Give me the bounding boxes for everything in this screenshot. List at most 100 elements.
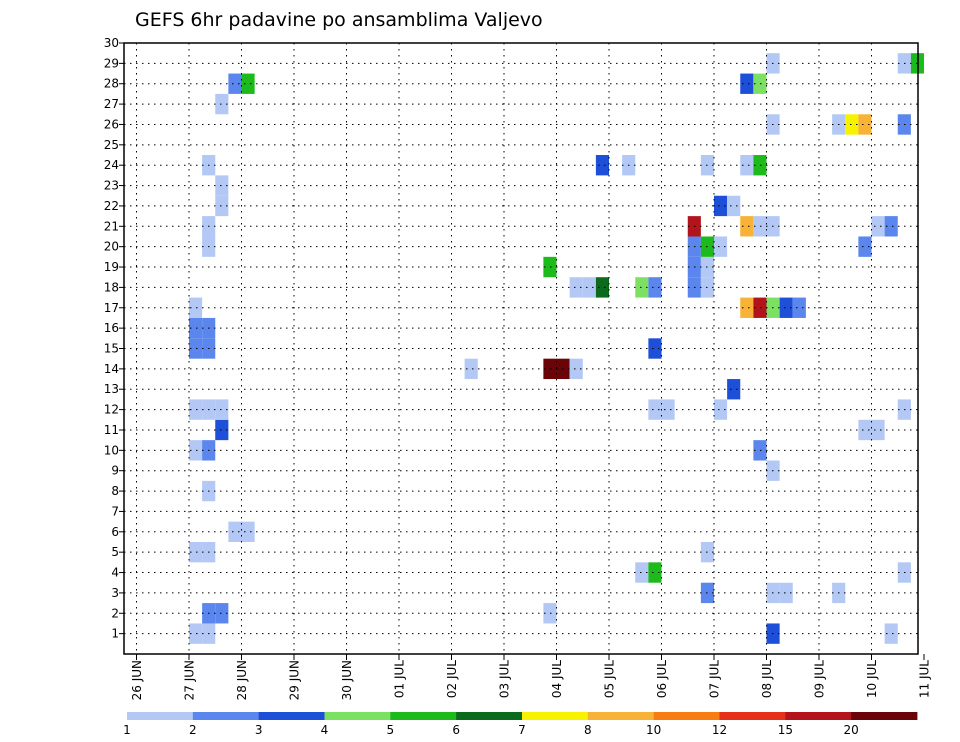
y-tick-label: 11 <box>104 423 119 437</box>
x-tick-label: 09 JUL <box>813 660 827 698</box>
colorbar-swatch <box>390 712 457 720</box>
heatmap-cell <box>215 399 229 420</box>
y-tick-label: 8 <box>111 484 119 498</box>
heatmap-cell <box>779 582 793 604</box>
heatmap-cell <box>215 175 229 196</box>
heatmap-cell <box>648 399 662 420</box>
y-tick-label: 23 <box>104 179 119 193</box>
heatmap-cell <box>189 541 203 563</box>
x-tick-label: 06 JUL <box>655 660 669 698</box>
heatmap-cell <box>858 419 872 441</box>
heatmap-cell <box>871 216 885 237</box>
heatmap-cell <box>714 399 728 420</box>
y-tick-label: 21 <box>104 219 119 233</box>
heatmap-cell <box>845 114 859 135</box>
grid-lines <box>124 43 918 654</box>
heatmap-cell <box>543 256 557 278</box>
colorbar-label: 15 <box>778 723 793 737</box>
colorbar-swatch <box>324 712 391 720</box>
x-tick-label: 27 JUN <box>183 660 197 700</box>
heatmap-cell <box>740 216 754 237</box>
heatmap-cell <box>884 216 898 237</box>
heatmap-cell <box>792 297 806 318</box>
heatmap-cell <box>189 317 203 339</box>
heatmap-cell <box>871 419 885 441</box>
x-tick-label: 02 JUL <box>445 660 459 698</box>
y-tick-label: 3 <box>111 586 119 600</box>
colorbar-swatch <box>851 712 918 720</box>
heatmap-cell <box>543 358 557 380</box>
colorbar-label: 8 <box>584 723 592 737</box>
colorbar-label: 6 <box>452 723 460 737</box>
y-tick-label: 1 <box>111 627 119 641</box>
heatmap-cell <box>189 440 203 461</box>
heatmap-cell <box>635 562 649 583</box>
heatmap-cell <box>215 419 229 441</box>
x-tick-label: 01 JUL <box>393 660 407 698</box>
x-tick-label: 26 JUN <box>130 660 144 700</box>
heatmap-cell <box>727 195 741 217</box>
y-tick-label: 5 <box>111 545 119 559</box>
colorbar-swatch <box>653 712 720 720</box>
heatmap-cell <box>648 562 662 583</box>
heatmap-cell <box>189 297 203 318</box>
y-axis-ticks: 1234567891011121314151617181920212223242… <box>104 36 124 641</box>
y-tick-label: 2 <box>111 606 119 620</box>
x-tick-label: 07 JUL <box>708 660 722 698</box>
x-tick-label: 08 JUL <box>760 660 774 698</box>
y-tick-label: 13 <box>104 382 119 396</box>
heatmap-cell <box>228 73 242 94</box>
heatmap-cell <box>753 440 767 461</box>
x-tick-label: 10 JUL <box>865 660 879 698</box>
colorbar-label: 7 <box>518 723 526 737</box>
colorbar-label: 3 <box>255 723 263 737</box>
heatmap-cell <box>635 277 649 298</box>
x-tick-label: 29 JUN <box>288 660 302 700</box>
colorbar-label: 2 <box>189 723 197 737</box>
heatmap-cell <box>569 358 583 380</box>
colorbar-swatch <box>456 712 523 720</box>
x-tick-label: 05 JUL <box>603 660 617 698</box>
x-tick-label: 03 JUL <box>498 660 512 698</box>
heatmap-cell <box>595 277 610 298</box>
heatmap-cell <box>753 73 767 94</box>
heatmap-cell <box>648 277 662 298</box>
heatmap-cell <box>241 73 255 94</box>
heatmap-cell <box>714 236 728 257</box>
colorbar-label: 5 <box>387 723 395 737</box>
colorbar-label: 1 <box>123 723 131 737</box>
y-tick-label: 14 <box>104 362 119 376</box>
colorbar-swatch <box>258 712 325 720</box>
heatmap-cell <box>569 277 583 298</box>
y-tick-label: 25 <box>104 138 119 152</box>
heatmap-cell <box>543 603 557 624</box>
heatmap-cell <box>228 521 242 542</box>
y-tick-label: 17 <box>104 301 119 315</box>
heatmap-cell <box>753 297 767 318</box>
heatmap-cell <box>753 155 767 176</box>
y-tick-label: 10 <box>104 443 119 457</box>
heatmap-cell <box>464 358 478 380</box>
heatmap-cell <box>648 338 662 359</box>
heatmap-cell <box>215 603 229 624</box>
x-tick-label: 04 JUL <box>550 660 564 698</box>
heatmap-cell <box>595 155 610 176</box>
heatmap-cell <box>215 93 229 115</box>
colorbar-swatch <box>192 712 260 720</box>
y-tick-label: 27 <box>104 97 119 111</box>
y-tick-label: 30 <box>104 36 119 50</box>
heatmap-cell <box>241 521 255 542</box>
colorbar-swatch <box>522 712 589 720</box>
y-tick-label: 29 <box>104 56 119 70</box>
colorbar-swatch <box>127 712 194 720</box>
x-axis-ticks: 26 JUN 27 JUN 28 JUN 29 JUN 30 JUN 01 JUL 02 J… <box>130 654 932 700</box>
colorbar-label: 4 <box>321 723 329 737</box>
heatmap-cell <box>189 623 203 644</box>
chart-title: GEFS 6hr padavine po ansamblima Valjevo <box>135 9 543 31</box>
y-tick-label: 4 <box>111 566 119 580</box>
y-tick-label: 6 <box>111 525 119 539</box>
y-tick-label: 7 <box>111 504 119 518</box>
y-tick-label: 28 <box>104 77 119 91</box>
heatmap-cell <box>779 297 793 318</box>
